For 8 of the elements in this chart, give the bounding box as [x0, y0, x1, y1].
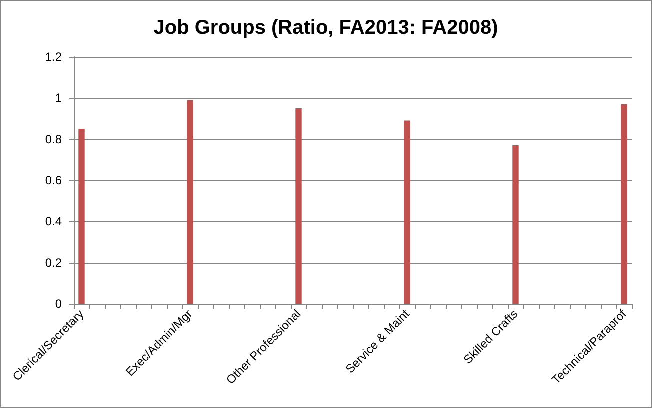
y-tick-label: 0.6: [45, 174, 62, 188]
y-tick-label: 0.4: [45, 214, 62, 229]
y-tick-label: 0.2: [45, 256, 62, 270]
y-tick-label: 0: [55, 297, 62, 311]
y-tick-label: 1: [55, 91, 62, 106]
y-tick-label: 0.8: [45, 132, 62, 146]
chart-title: Job Groups (Ratio, FA2013: FA2008): [154, 17, 498, 39]
y-tick-label: 1.2: [45, 50, 62, 64]
